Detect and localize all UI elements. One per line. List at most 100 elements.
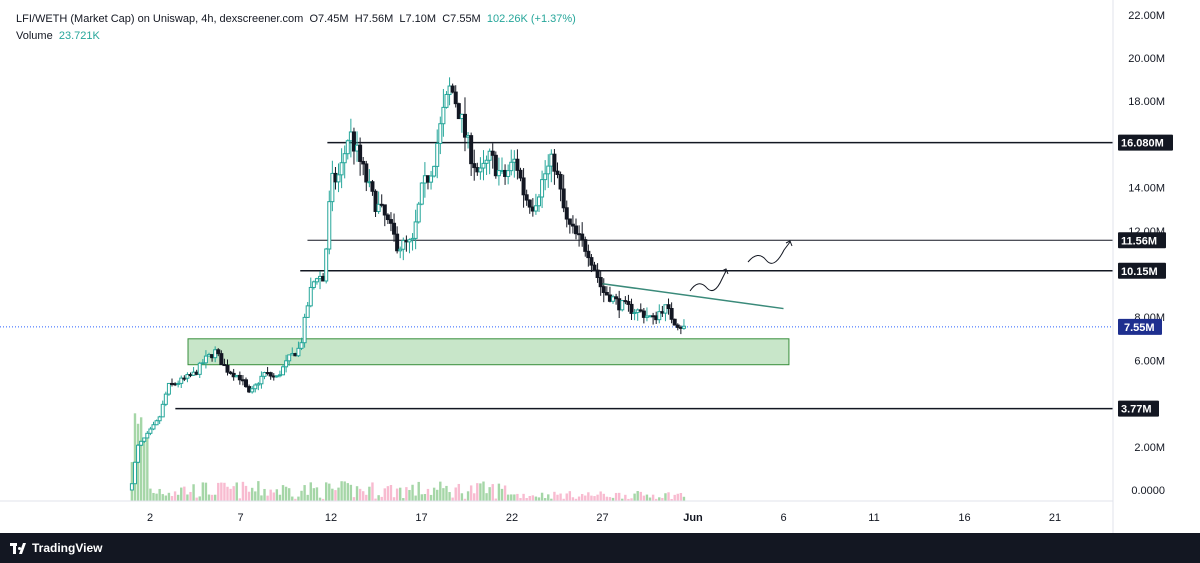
candle-body <box>157 416 162 422</box>
volume-bar <box>667 492 670 501</box>
volume-bar <box>294 498 297 501</box>
candle-body <box>453 91 458 105</box>
candle-body <box>324 248 329 282</box>
candle-body <box>490 150 495 156</box>
volume-bar <box>297 496 300 501</box>
candle-body <box>395 233 400 252</box>
arrow-head-2 <box>785 240 793 247</box>
volume-bar <box>624 494 627 501</box>
volume-bar <box>479 483 482 501</box>
candle-body <box>429 175 434 183</box>
volume-bar <box>152 492 155 501</box>
volume-bar <box>402 498 405 501</box>
volume-bar <box>611 497 615 501</box>
candle-body <box>293 353 298 357</box>
last-price-text: 7.55M <box>1124 322 1155 334</box>
tradingview-logo[interactable]: TradingView <box>10 541 102 555</box>
volume-bar <box>358 488 362 501</box>
candle-body <box>651 315 656 318</box>
volume-bar <box>244 485 248 501</box>
candle-body <box>617 298 622 311</box>
candle-body <box>589 257 594 266</box>
volume-bar <box>324 482 328 501</box>
volume-bar <box>439 481 442 501</box>
ohlc-close: C7.55M <box>442 13 481 25</box>
volume-bar <box>648 497 652 501</box>
candle-body <box>284 360 289 368</box>
level-label-text: 16.080M <box>1121 138 1164 150</box>
candle-body <box>382 204 387 216</box>
candle-body <box>166 382 171 395</box>
volume-bar <box>528 495 531 501</box>
volume-bar <box>636 491 639 501</box>
chart-canvas[interactable]: 22.00M20.00M18.00M14.00M12.00M8.00M6.00M… <box>0 0 1200 533</box>
candle-body <box>129 483 134 491</box>
volume-bar <box>210 494 214 501</box>
candle-body <box>388 219 393 224</box>
volume-bar <box>577 496 581 501</box>
volume-bar <box>278 494 282 501</box>
candle-body <box>299 342 304 349</box>
candle-body <box>154 420 159 426</box>
candle-body <box>132 461 137 485</box>
level-label-box <box>1118 232 1166 249</box>
candle-body <box>160 403 165 418</box>
candle-body <box>595 269 600 279</box>
candle-body <box>318 275 323 280</box>
volume-bar <box>386 486 390 501</box>
ohlc-high: H7.56M <box>354 13 394 25</box>
volume-bar <box>617 492 621 501</box>
level-labels: 16.080M 11.56M 10.15M 3.77M 7.55M <box>1118 134 1173 417</box>
volume-bar <box>272 492 275 501</box>
volume-bar <box>608 497 612 501</box>
candle-body <box>385 214 390 221</box>
candle-body <box>675 324 680 328</box>
volume-bar <box>454 487 457 501</box>
x-tick-label: 2 <box>147 512 153 524</box>
volume-bar <box>195 497 198 501</box>
candle-body <box>626 301 631 305</box>
candle-body <box>503 169 508 177</box>
candle-body <box>148 428 153 434</box>
candle-body <box>191 371 196 376</box>
volume-bar <box>334 490 337 501</box>
volume-bar <box>414 495 417 501</box>
volume-bar <box>568 491 572 501</box>
candle-body <box>364 163 369 183</box>
level-label-text: 11.56M <box>1121 235 1157 247</box>
volume-bar <box>550 498 553 501</box>
volume-bar <box>537 497 541 501</box>
candle-body <box>281 366 286 376</box>
candle-body <box>413 221 418 239</box>
candle-body <box>302 316 307 344</box>
volume-bar <box>139 417 143 501</box>
volume-bar <box>658 497 661 501</box>
candle-body <box>669 308 674 320</box>
volume-bar <box>371 482 374 501</box>
candle-body <box>237 374 242 381</box>
level-label-text: 10.15M <box>1121 266 1158 278</box>
volume-bar <box>220 482 223 501</box>
volume-bar <box>676 493 679 501</box>
candle-body <box>311 281 316 288</box>
volume-bar <box>352 497 356 501</box>
candle-body <box>620 300 625 311</box>
volume-bar <box>164 495 168 501</box>
candle-body <box>169 382 174 385</box>
volume-bar <box>599 491 602 501</box>
candle-body <box>277 374 282 377</box>
volume-bar <box>254 491 257 501</box>
volume-bar <box>423 494 427 501</box>
candle-body <box>654 315 659 321</box>
candle-body <box>398 248 403 252</box>
volume-bar <box>149 488 152 501</box>
ohlc-open: O7.45M <box>309 13 349 25</box>
volume-bar <box>250 487 254 501</box>
volume-bar <box>235 482 238 501</box>
tradingview-brand: TradingView <box>32 541 103 555</box>
candle-body <box>290 353 295 356</box>
volume-bar <box>328 483 331 501</box>
candle-body <box>136 444 141 463</box>
volume-bar <box>266 495 269 501</box>
candle-body <box>139 440 144 446</box>
